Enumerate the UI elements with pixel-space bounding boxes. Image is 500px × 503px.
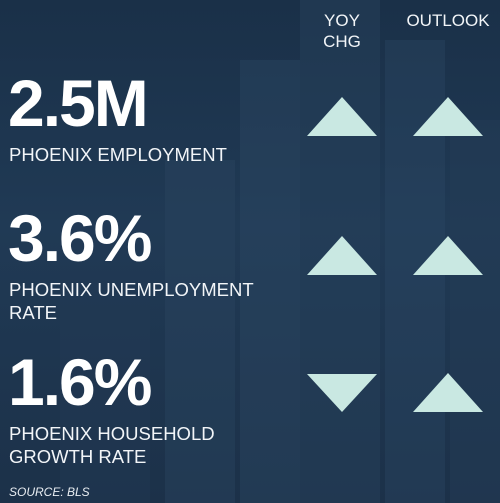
metric-label: PHOENIX EMPLOYMENT	[9, 143, 227, 166]
arrow-up	[412, 97, 484, 137]
triangle	[307, 97, 377, 136]
arrow-up	[412, 373, 484, 413]
infographic: SOURCE: BLS YOYCHGOUTLOOK 2.5M PHOENIX EMP…	[0, 0, 500, 503]
column-header-line: YOY	[287, 10, 397, 31]
metric-label: GROWTH RATE	[9, 445, 146, 468]
triangle	[307, 236, 377, 275]
arrow-up	[306, 97, 378, 137]
triangle	[413, 373, 483, 412]
arrow-up	[306, 236, 378, 276]
metric-value: 1.6%	[8, 349, 150, 415]
metric-value: 2.5M	[8, 70, 147, 136]
metric-value: 3.6%	[8, 205, 150, 271]
metric-label: PHOENIX HOUSEHOLD	[9, 422, 215, 445]
column-header: OUTLOOK	[393, 10, 500, 31]
triangle	[413, 97, 483, 136]
metric-label: RATE	[9, 301, 57, 324]
triangle	[307, 374, 377, 412]
source: SOURCE: BLS	[9, 485, 90, 499]
metric-label: PHOENIX UNEMPLOYMENT	[9, 278, 254, 301]
triangle	[413, 236, 483, 275]
column-header-line: OUTLOOK	[393, 10, 500, 31]
column-header-line: CHG	[287, 31, 397, 52]
arrow-down	[306, 373, 378, 413]
arrow-up	[412, 236, 484, 276]
